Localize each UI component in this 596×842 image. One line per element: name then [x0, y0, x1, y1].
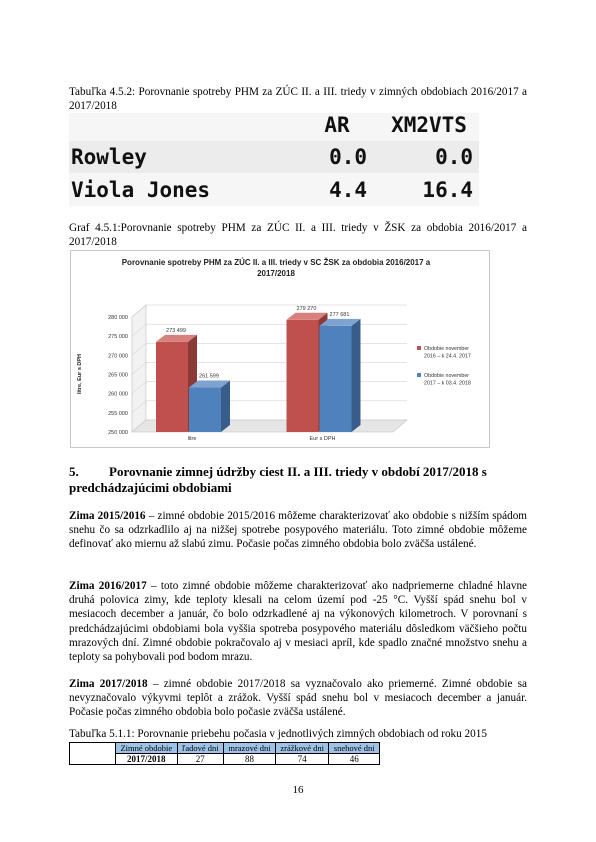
weather-table: Zimné obdobie ľadové dni mrazové dni zrá… [69, 742, 380, 765]
bar-data-label: 277 681 [330, 312, 350, 318]
legend-label: Obdobie november 2017 – k 03.4. 2018 [424, 373, 471, 387]
table-header: ľadové dni [176, 742, 224, 754]
bar-top [319, 318, 361, 326]
y-tick-label: 280 000 [108, 315, 128, 321]
y-tick-label: 270 000 [108, 353, 128, 359]
grid-line-depth [131, 381, 147, 394]
paragraph-lead: Zima 2016/2017 [69, 580, 147, 592]
y-tick-label: 260 000 [108, 392, 128, 398]
table-cell: 46 [328, 753, 380, 765]
table-cell: 74 [274, 753, 330, 765]
row-rowley: Rowley 0.0 0.0 [69, 141, 479, 173]
y-tick-label: 255 000 [108, 411, 128, 417]
row-ar: 0.0 [329, 145, 367, 169]
bar-top [286, 312, 328, 320]
grid-line-depth [131, 362, 147, 375]
table-cell: 2017/2018 [115, 753, 178, 765]
grid-line-depth [131, 343, 147, 356]
bar-side [351, 318, 361, 432]
bar-side [221, 380, 230, 432]
table-511-caption: Tabuľka 5.1.1: Porovnanie priebehu počas… [69, 728, 487, 740]
row-xm: 16.4 [422, 178, 473, 202]
table-header: mrazové dni [222, 742, 276, 754]
paragraph-winter-2015-2016: Zima 2015/2016 – zimné obdobie 2015/2016… [69, 509, 527, 552]
paragraph-lead: Zima 2017/2018 [69, 678, 148, 690]
bar-data-label: 261 599 [199, 374, 219, 380]
bar-top [156, 334, 197, 342]
page-number: 16 [292, 784, 304, 796]
table-row: 2017/2018 27 88 74 46 [70, 753, 380, 765]
bar-data-label: 273 499 [166, 328, 186, 334]
row-name: Rowley [71, 145, 147, 169]
paragraph-winter-2017-2018: Zima 2017/2018 – zimné obdobie 2017/2018… [69, 677, 527, 720]
table-header-row: Zimné obdobie ľadové dni mrazové dni zrá… [69, 742, 380, 765]
section-5-heading: 5. Porovnanie zimnej údržby ciest II. a I… [69, 464, 527, 496]
bar [156, 341, 188, 432]
table-header: snehové dni [328, 742, 380, 754]
paragraph-lead: Zima 2015/2016 [69, 510, 146, 522]
grid-line-depth [131, 400, 147, 414]
results-table-image: AR XM2VTS Rowley 0.0 0.0 Viola Jones 4.4… [69, 113, 479, 206]
header-xm2vts: XM2VTS [391, 113, 467, 137]
bar [286, 319, 319, 432]
legend-swatch [417, 346, 421, 350]
y-tick-label: 265 000 [108, 373, 128, 379]
x-tick-label: litre [188, 436, 197, 442]
x-tick-label: Eur s DPH [310, 436, 336, 442]
y-tick-label: 275 000 [108, 334, 128, 340]
table-452-caption: Tabuľka 4.5.2: Porovnanie spotreby PHM z… [69, 86, 527, 112]
header-ar: AR [324, 113, 350, 137]
section-number: 5. [69, 464, 79, 479]
paragraph-text: – toto zimné obdobie môžeme charakterizo… [69, 580, 527, 664]
graph-caption: Graf 4.5.1:Porovnanie spotreby PHM za ZÚ… [69, 222, 527, 248]
y-tick-label: 250 000 [108, 430, 128, 436]
table-header: zrážkové dni [274, 742, 330, 754]
chart-title-line-1: Porovnanie spotreby PHM za ZÚC II. a III… [122, 258, 431, 267]
paragraph-text: – zimné obdobie 2017/2018 sa vyznačovalo… [69, 678, 528, 719]
table-header: Zimné obdobie [115, 742, 178, 754]
chart-title-line-2: 2017/2018 [257, 269, 295, 278]
bar [189, 387, 221, 432]
section-title: Porovnanie zimnej údržby ciest II. a III… [69, 464, 487, 495]
bar [319, 325, 352, 432]
legend-swatch [417, 373, 421, 377]
row-name: Viola Jones [71, 178, 211, 202]
paragraph-text: – zimné obdobie 2015/2016 môžeme charakt… [69, 510, 528, 551]
grid-line-depth [131, 323, 147, 337]
bar-top [189, 380, 230, 388]
bar-data-label: 279 270 [297, 306, 317, 312]
row-xm: 0.0 [435, 145, 473, 169]
row-viola-jones: Viola Jones 4.4 16.4 [69, 173, 479, 206]
paragraph-winter-2016-2017: Zima 2016/2017 – toto zimné obdobie môže… [69, 579, 527, 664]
table-cell: 88 [222, 753, 276, 765]
y-axis-label: litre, Eur s DPH [77, 354, 83, 394]
fuel-consumption-chart: Porovnanie spotreby PHM za ZÚC II. a III… [70, 250, 490, 448]
row-ar: 4.4 [329, 178, 367, 202]
grid-line-depth [131, 304, 147, 318]
legend-label: Obdobie november 2016 – k 24.4. 2017 [424, 346, 471, 360]
grid-line-depth [131, 419, 147, 433]
table-corner-cell [69, 742, 116, 765]
table-cell: 27 [176, 753, 224, 765]
